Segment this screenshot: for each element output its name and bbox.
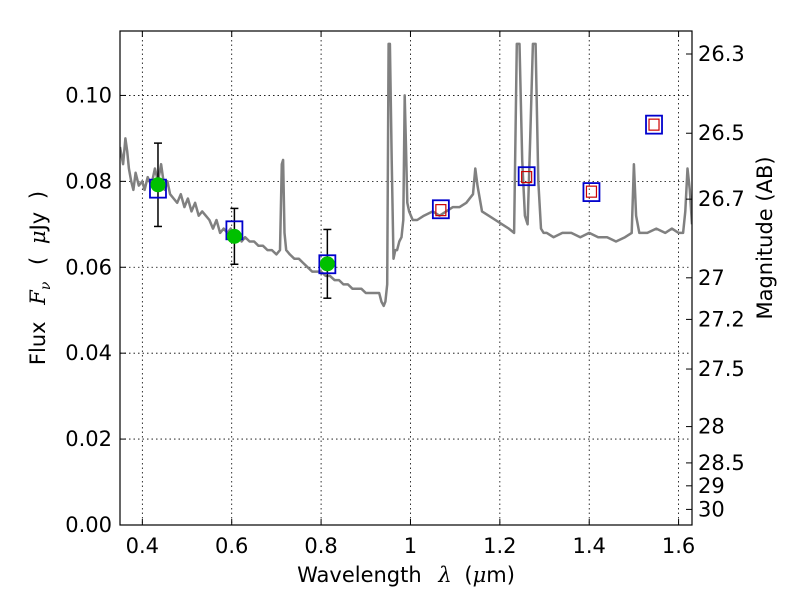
- x-axis-label-unit-mu: μ: [473, 563, 487, 587]
- y-tick-label: 0.00: [65, 513, 112, 537]
- magnitude-tick-label: 26.7: [698, 187, 745, 211]
- y-tick-label: 0.08: [65, 169, 112, 193]
- observed-flux-point: [319, 256, 335, 272]
- y-axis-label-symbol: F: [26, 289, 50, 306]
- x-tick-label: 1.4: [573, 534, 606, 558]
- sed-spectrum-line: [120, 42, 692, 308]
- predicted-photometry-square: [585, 185, 598, 198]
- x-tick-label: 0.6: [215, 534, 248, 558]
- y-axis-label-unit-mu: μ: [26, 230, 50, 244]
- y-tick-label: 0.04: [65, 341, 112, 365]
- y-axis-label-subscript: ν: [38, 281, 54, 290]
- observed-flux-point: [150, 177, 166, 193]
- magnitude-tick-label: 27: [698, 266, 725, 290]
- model-photometry-square: [582, 182, 601, 202]
- x-tick-label: 1.2: [483, 534, 516, 558]
- predicted-photometry-square: [521, 170, 533, 184]
- magnitude-tick-label: 28: [698, 415, 725, 439]
- magnitude-tick-label: 29: [698, 474, 725, 498]
- magnitude-tick-label: 26.5: [698, 121, 745, 145]
- x-axis-label-unit-open: (: [464, 563, 472, 587]
- y-axis-label: Flux Fν ( μJy ): [26, 191, 55, 365]
- x-tick-label: 1.6: [662, 534, 695, 558]
- magnitude-tick-label: 27.5: [698, 357, 745, 381]
- magnitude-tick-label: 26.3: [698, 42, 745, 66]
- y-axis-label-unit-rest: Jy: [26, 212, 50, 233]
- y-axis-label-paren-open: (: [26, 257, 50, 265]
- x-tick-label: 0.4: [126, 534, 159, 558]
- y-axis-label-paren-close: ): [26, 191, 50, 199]
- x-tick-label: 0.8: [304, 534, 337, 558]
- marker-layer: [149, 114, 663, 299]
- model-photometry-square: [645, 114, 663, 135]
- predicted-photometry-square: [435, 204, 447, 217]
- observed-flux-point: [226, 228, 242, 244]
- magnitude-tick-label: 30: [698, 497, 725, 521]
- y-tick-label: 0.06: [65, 255, 112, 279]
- x-axis-label-symbol: λ: [437, 563, 451, 587]
- magnitude-tick-label: 28.5: [698, 451, 745, 475]
- y-tick-label: 0.02: [65, 427, 112, 451]
- x-tick-label: 1: [404, 534, 417, 558]
- sed-layer: [120, 42, 692, 308]
- magnitude-tick-label: 27.2: [698, 307, 745, 331]
- x-axis-label: Wavelength λ (μm): [297, 563, 515, 587]
- model-photometry-square: [431, 199, 450, 220]
- x-axis-label-text: Wavelength: [297, 563, 422, 587]
- predicted-photometry-square: [648, 118, 660, 131]
- y-axis-label-text: Flux: [26, 321, 50, 365]
- right-axis-label: Magnitude (AB): [753, 156, 777, 319]
- tick-layer: 0.4 0.6 0.8 1 1.2 1.4 1.6 0.00 0.02 0.04 0.06 0.08 0…: [65, 31, 745, 558]
- model-photometry-square: [318, 254, 337, 275]
- y-tick-label: 0.10: [65, 83, 112, 107]
- model-photometry-square: [517, 166, 536, 187]
- x-axis-label-unit-rest: m): [486, 563, 515, 587]
